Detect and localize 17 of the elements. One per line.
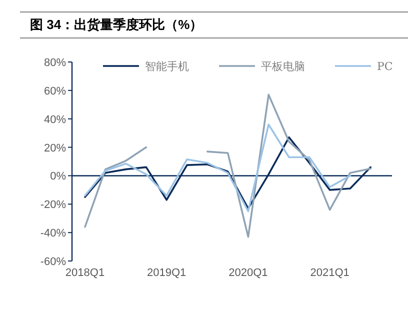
y-tick-label: -40% xyxy=(40,228,66,240)
x-tick-label: 2019Q1 xyxy=(147,267,186,279)
x-tick-label: 2018Q1 xyxy=(65,267,105,279)
y-tick-label: 80% xyxy=(44,57,66,69)
x-tick-label: 2020Q1 xyxy=(228,267,268,279)
x-tick-label: 2021Q1 xyxy=(310,267,350,279)
y-tick-label: 40% xyxy=(44,114,66,126)
legend-label: PC xyxy=(377,60,393,73)
y-tick-label: -60% xyxy=(40,256,66,268)
y-tick-label: -20% xyxy=(40,199,66,212)
y-tick-label: 0% xyxy=(50,170,66,183)
y-tick-label: 60% xyxy=(44,85,66,98)
y-tick-label: 20% xyxy=(44,142,66,154)
legend-label: 智能手机 xyxy=(145,60,189,73)
line-series xyxy=(84,124,352,212)
legend-label: 平板电脑 xyxy=(261,60,305,73)
chart-title: 图 34：出货量季度环比（%） xyxy=(30,17,203,32)
